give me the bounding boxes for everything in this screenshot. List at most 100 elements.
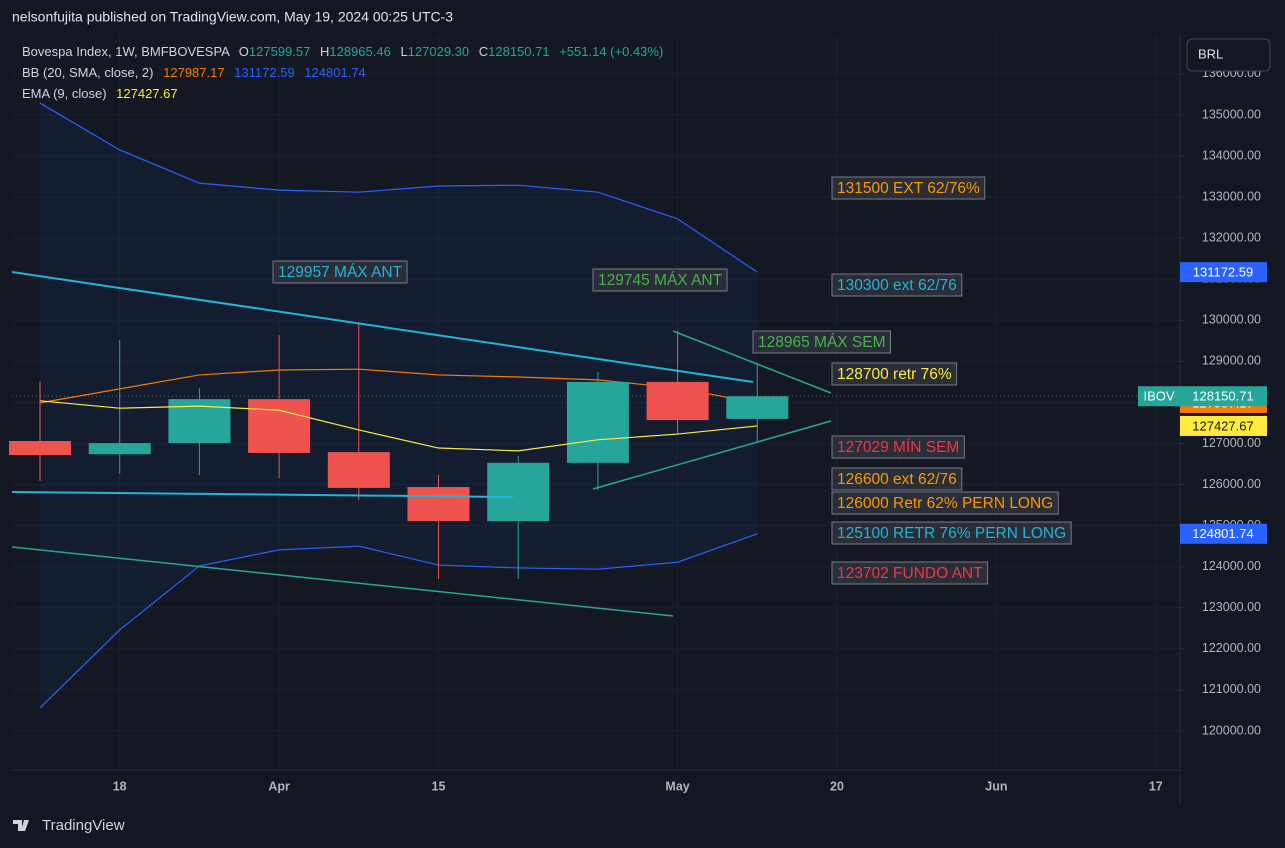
- ohlc-letter: L: [400, 44, 407, 59]
- y-tick-label: 133000.00: [1202, 189, 1261, 203]
- button-label[interactable]: BRL: [1198, 46, 1223, 61]
- annotation-text: 131500 EXT 62/76%: [837, 180, 980, 197]
- candle-body: [487, 462, 550, 522]
- candle-body: [327, 452, 390, 488]
- indicator-value: 127427.67: [116, 86, 177, 101]
- bollinger-line: [39, 533, 758, 709]
- symbol-tag-label: IBOV: [1143, 389, 1174, 404]
- triangle-line: [592, 420, 832, 490]
- annotation-text: 128700 retr 76%: [837, 366, 952, 383]
- annotations: 131500 EXT 62/76% 129957 MÁX ANT 129745 MÁ…: [272, 176, 1072, 585]
- annotation-box: [831, 435, 965, 459]
- price-tag: [1180, 262, 1267, 283]
- y-tick-label: 130000.00: [1202, 313, 1261, 327]
- y-tick-label: 121000.00: [1202, 682, 1261, 696]
- symbol: Bovespa Index, 1W, BMFBOVESPA: [22, 44, 230, 59]
- trend-line: [11, 271, 754, 383]
- annotation-box: [831, 491, 1059, 515]
- y-tick-label: 124000.00: [1202, 559, 1261, 573]
- candle-body: [248, 399, 311, 453]
- legend-main: Bovespa Index, 1W, BMFBOVESPA O127599.57…: [22, 44, 663, 59]
- brand-name: TradingView: [42, 817, 125, 834]
- annotation-box: [752, 330, 892, 354]
- price-tag: [1180, 523, 1267, 544]
- indicator-value: 124801.74: [304, 65, 365, 80]
- candle-body: [407, 487, 470, 522]
- annotation-text: 130300 ext 62/76: [837, 277, 957, 294]
- annotation-text: 126000 Retr 62% PERN LONG: [837, 495, 1053, 512]
- y-tick-label: 122000.00: [1202, 641, 1261, 655]
- annotation-text: 128965 MÁX SEM: [758, 334, 886, 351]
- close-value: 128150.71: [488, 44, 549, 59]
- x-tick-label: Jun: [985, 779, 1007, 793]
- marks: [9, 102, 1180, 709]
- annotation-text: 125100 RETR 76% PERN LONG: [837, 525, 1066, 542]
- low-value: 127029.30: [408, 44, 469, 59]
- open-value: 127599.57: [249, 44, 310, 59]
- price-tag: [1180, 415, 1267, 436]
- candle-body: [9, 441, 71, 456]
- candle-body: [726, 396, 789, 419]
- bb-fill: [40, 103, 758, 708]
- trend-line: [11, 546, 674, 617]
- high-value: 128965.46: [329, 44, 390, 59]
- brand: TradingView: [13, 817, 125, 834]
- x-tick-label: 17: [1149, 779, 1163, 793]
- annotation-text: 129745 MÁX ANT: [598, 272, 723, 289]
- y-tick-label: 129000.00: [1202, 354, 1261, 368]
- x-tick-label: 18: [113, 779, 127, 793]
- bollinger-line: [39, 368, 758, 404]
- x-tick-label: May: [665, 779, 689, 793]
- y-tick-label: 127000.00: [1202, 436, 1261, 450]
- indicator-name: EMA (9, close): [22, 86, 107, 101]
- y-tick-label: 126000.00: [1202, 477, 1261, 491]
- y-tick-label: 134000.00: [1202, 148, 1261, 162]
- x-tick-label: Apr: [268, 779, 290, 793]
- annotation-box: [592, 268, 728, 292]
- indicator-value: 127987.17: [163, 65, 224, 80]
- x-tick-label: 20: [830, 779, 844, 793]
- triangle-line: [672, 330, 832, 394]
- x-tick-label: 15: [432, 779, 446, 793]
- annotation-text: 129957 MÁX ANT: [278, 264, 403, 281]
- ohlc-letter: H: [320, 44, 329, 59]
- annotation-box: [831, 176, 986, 200]
- legend-bb: BB (20, SMA, close, 2) 127987.17 131172.…: [22, 65, 366, 80]
- axes: 120000.00 121000.00 122000.00 123000.00 1240…: [113, 66, 1267, 793]
- annotation-text: 126600 ext 62/76: [837, 471, 957, 488]
- indicator-value: 131172.59: [234, 65, 295, 80]
- candle-body: [646, 381, 709, 421]
- annotation-box: [831, 467, 963, 491]
- price-tag-label: 127427.67: [1192, 418, 1253, 433]
- y-tick-label: 132000.00: [1202, 230, 1261, 244]
- ema-line: [39, 400, 758, 452]
- change: +551.14 (+0.43%): [559, 44, 663, 59]
- legend-ema: EMA (9, close) 127427.67: [22, 86, 178, 101]
- brand-logo-dot: [24, 820, 28, 824]
- trend-line: [11, 491, 514, 498]
- candle-body: [88, 443, 151, 455]
- annotation-box: [831, 362, 958, 386]
- price-tag-label: 124801.74: [1192, 526, 1253, 541]
- annotation-box: [831, 273, 963, 297]
- price-tag-label: 131172.59: [1193, 265, 1254, 280]
- drawings: [11, 271, 832, 617]
- ohlc-letter: C: [479, 44, 488, 59]
- button-frame[interactable]: [1186, 38, 1271, 72]
- annotation-text: 127029 MÍN SEM: [837, 439, 959, 456]
- y-tick-label: 135000.00: [1202, 107, 1261, 121]
- price-tag: [1180, 386, 1267, 407]
- price-tag-label: 128150.71: [1192, 389, 1253, 404]
- publisher-line: nelsonfujita published on TradingView.co…: [12, 9, 453, 25]
- annotation-text: 123702 FUNDO ANT: [837, 565, 983, 582]
- symbol-tag: [1138, 386, 1180, 407]
- annotation-box: [272, 260, 408, 284]
- y-tick-label: 120000.00: [1202, 723, 1261, 737]
- candle-body: [566, 381, 629, 463]
- indicator-name: BB (20, SMA, close, 2): [22, 65, 154, 80]
- bollinger-line: [39, 102, 758, 273]
- annotation-box: [831, 521, 1072, 545]
- y-tick-label: 123000.00: [1202, 600, 1261, 614]
- currency-button[interactable]: BRL: [1186, 38, 1271, 72]
